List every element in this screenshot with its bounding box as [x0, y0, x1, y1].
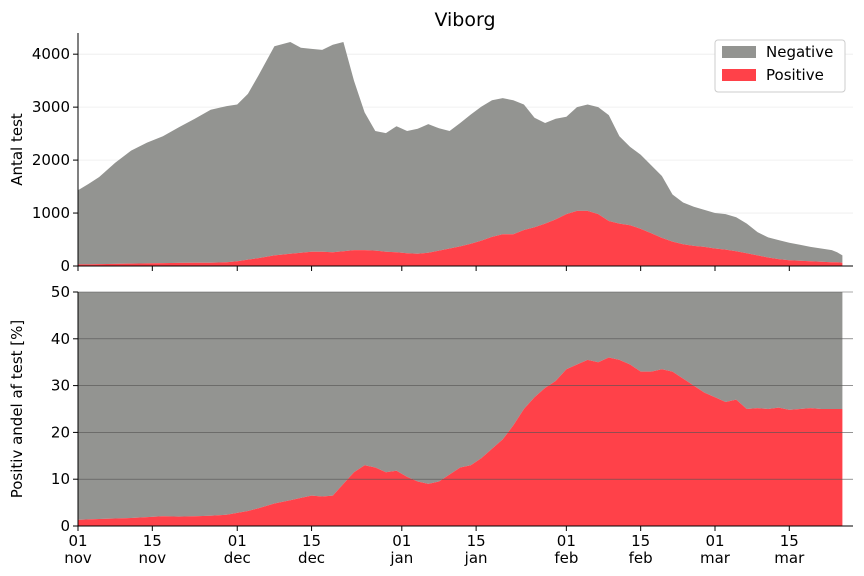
x-tick-label-month: dec	[298, 549, 325, 567]
x-tick-label-month: feb	[554, 549, 578, 567]
top-panel: 0 1000 2000 3000 4000 Antal test Negative Posit…	[8, 33, 853, 275]
chart-title: Viborg	[434, 9, 495, 31]
y-tick-label: 0	[60, 257, 70, 275]
x-tick-label-day: 01	[68, 532, 87, 550]
x-tick-label-day: 15	[631, 532, 650, 550]
area-negative-share	[78, 292, 843, 520]
area-positive-share	[78, 357, 843, 526]
y-tick-label: 50	[51, 283, 70, 301]
x-tick-label-month: jan	[464, 549, 488, 567]
x-tick-label-month: mar	[700, 549, 731, 567]
area-positive	[78, 210, 843, 266]
legend: Negative Positive	[714, 39, 846, 93]
y-tick-label: 1000	[32, 204, 70, 222]
x-tick-label-day: 15	[143, 532, 162, 550]
y-tick-label: 10	[51, 470, 70, 488]
x-tick-label-month: dec	[224, 549, 251, 567]
x-tick-label-day: 15	[467, 532, 486, 550]
legend-label-negative: Negative	[766, 43, 833, 61]
x-tick-label-month: feb	[629, 549, 653, 567]
y-tick-label: 40	[51, 330, 70, 348]
y-tick-label: 20	[51, 423, 70, 441]
y-tick-label: 3000	[32, 98, 70, 116]
x-tick-label-day: 01	[392, 532, 411, 550]
legend-swatch-negative	[722, 46, 756, 58]
x-tick-label-month: jan	[389, 549, 413, 567]
y-tick-label: 0	[60, 517, 70, 535]
x-tick-label-day: 15	[780, 532, 799, 550]
x-tick-label-day: 15	[302, 532, 321, 550]
x-tick-label-day: 01	[228, 532, 247, 550]
x-tick-label-day: 01	[705, 532, 724, 550]
y-tick-label: 2000	[32, 151, 70, 169]
y-axis-label: Antal test	[8, 113, 26, 186]
x-tick-label-month: nov	[64, 549, 92, 567]
y-tick-label: 30	[51, 377, 70, 395]
y-axis-label: Positiv andel af test [%]	[8, 320, 26, 499]
x-tick-label-month: mar	[774, 549, 805, 567]
legend-label-positive: Positive	[766, 66, 824, 84]
legend-swatch-positive	[722, 69, 756, 81]
area-negative	[78, 42, 843, 265]
y-tick-label: 4000	[32, 45, 70, 63]
x-tick-label-month: nov	[139, 549, 167, 567]
x-tick-label-day: 01	[557, 532, 576, 550]
